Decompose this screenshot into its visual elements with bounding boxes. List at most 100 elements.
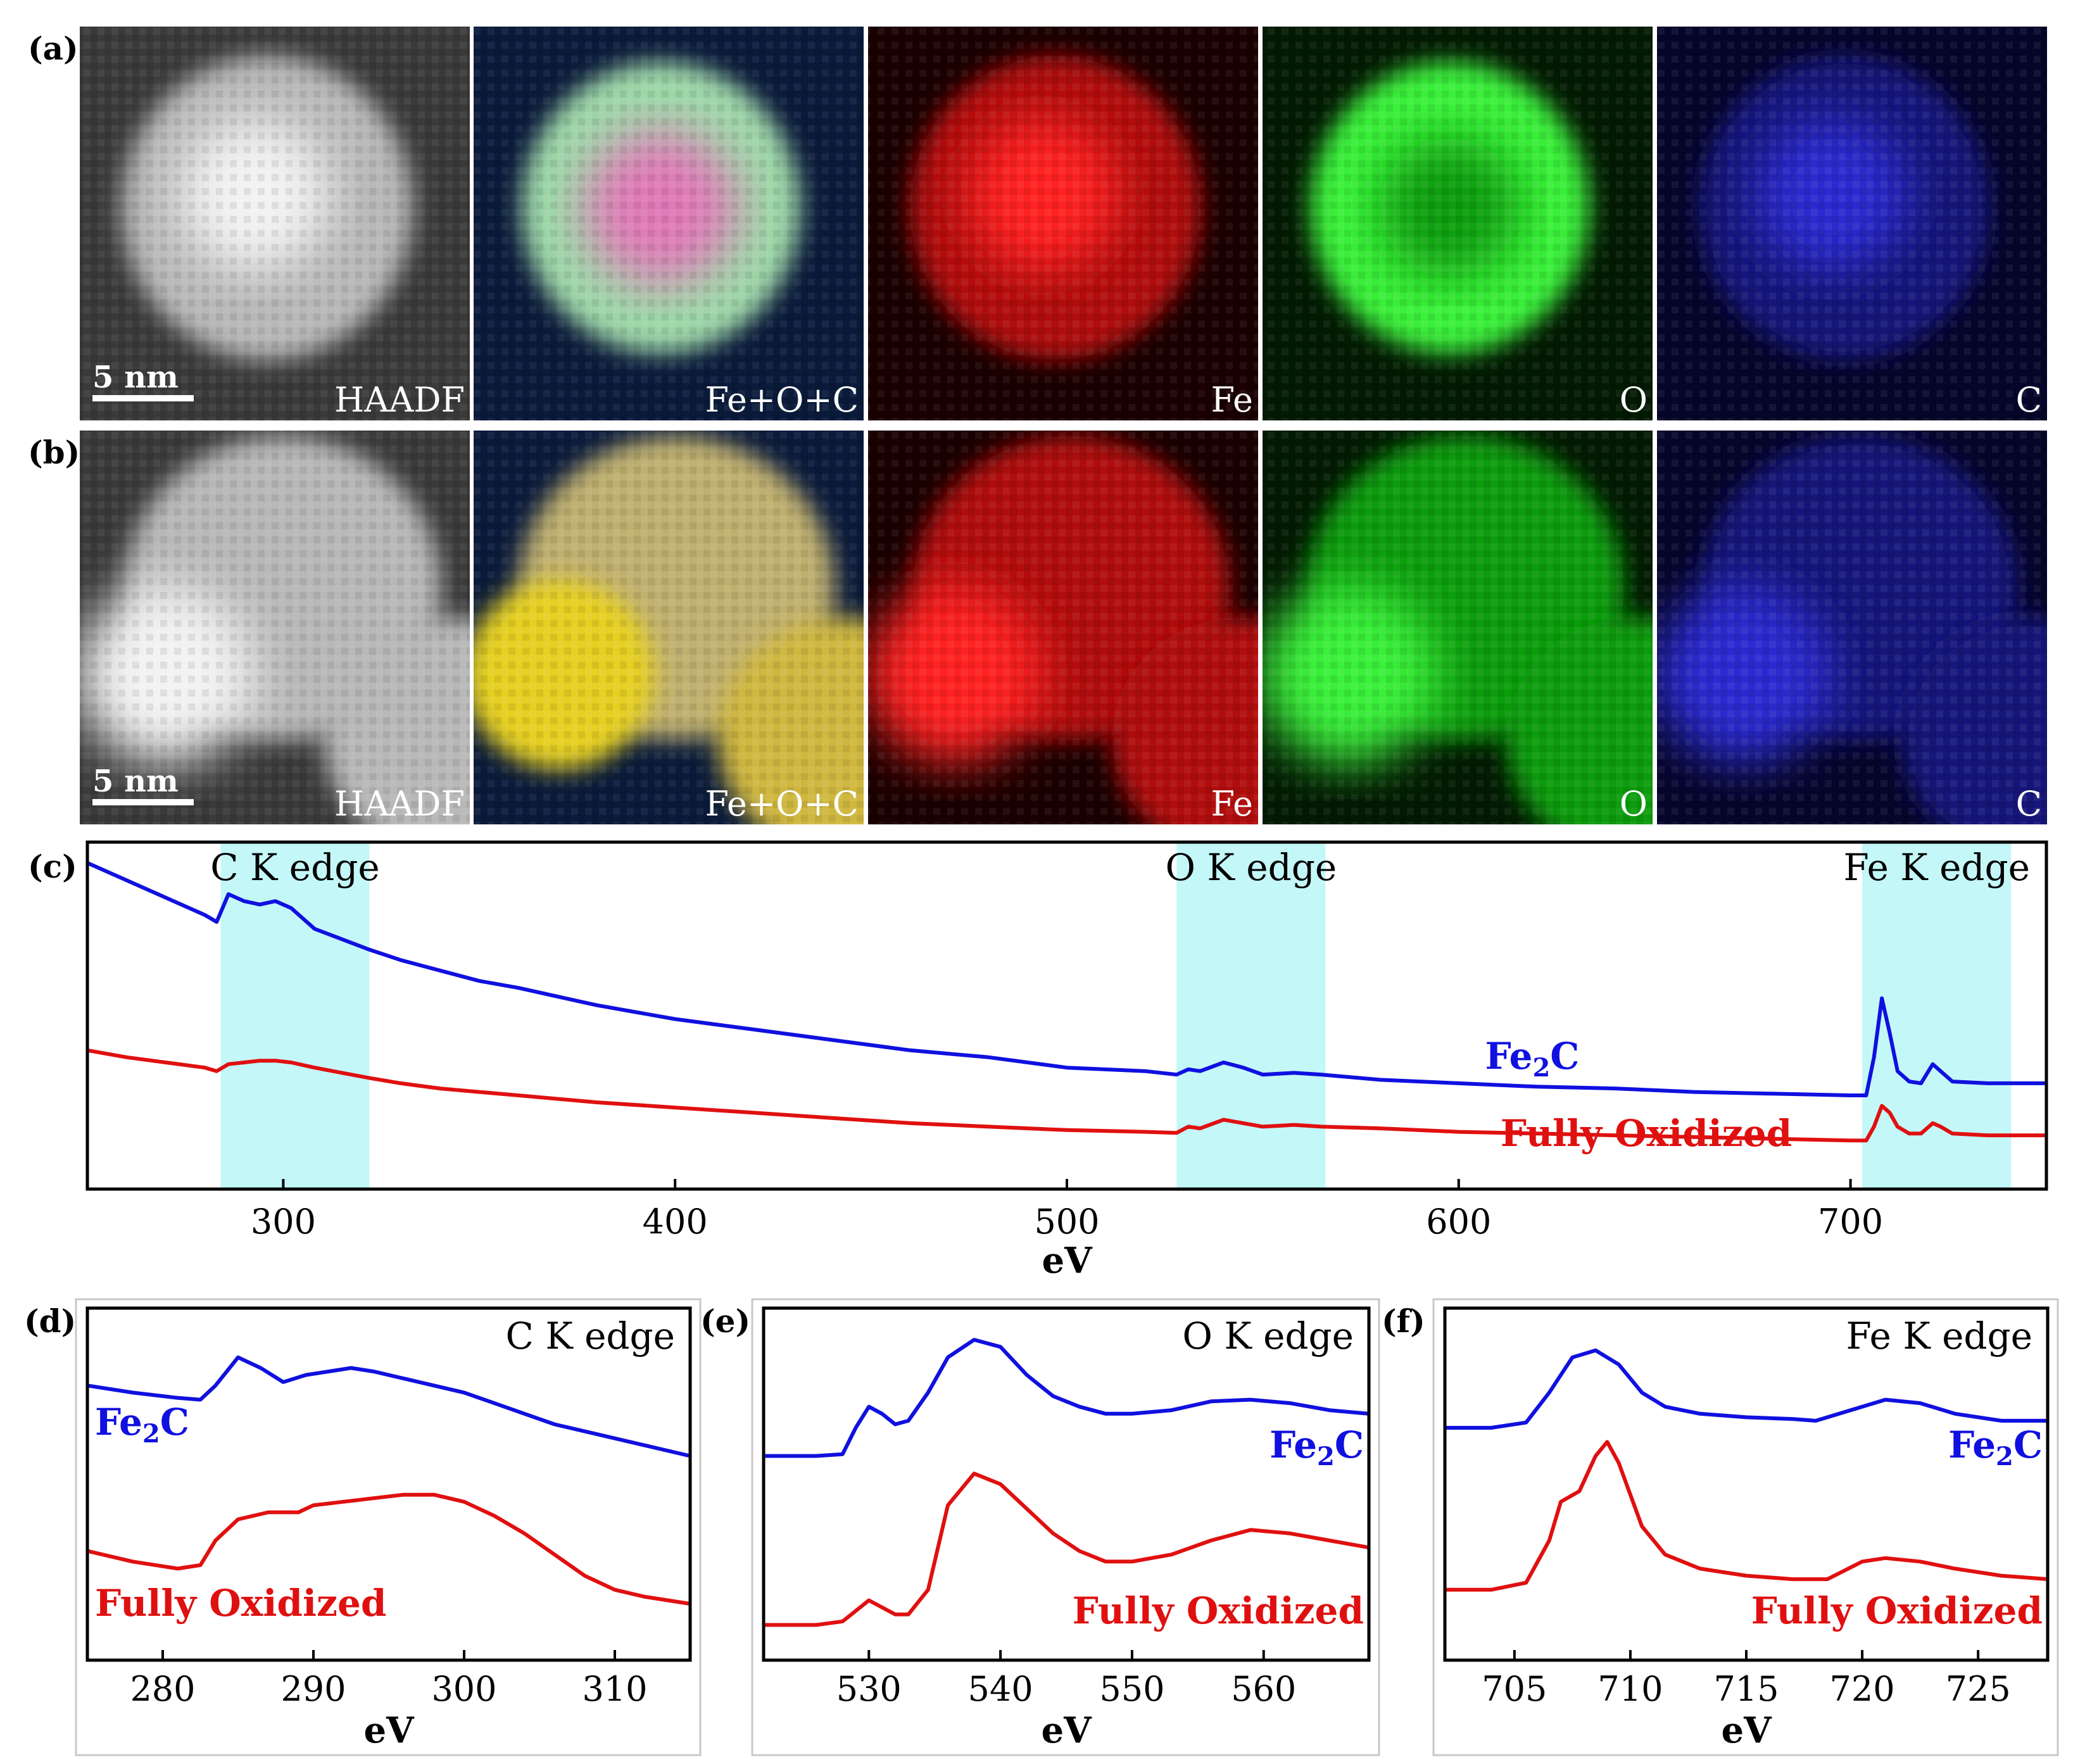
map-label: HAADF xyxy=(334,380,465,420)
label-tail: C xyxy=(160,1401,189,1444)
map-fe-o-c: Fe+O+C xyxy=(474,431,864,824)
map-o: O xyxy=(1263,27,1653,420)
x-tick-label: 720 xyxy=(1830,1669,1895,1709)
map-image xyxy=(80,431,470,824)
map-o: O xyxy=(1263,431,1653,824)
x-tick-label: 300 xyxy=(251,1202,316,1242)
highlight-band xyxy=(1176,842,1326,1189)
map-row-a: (a) HAADF 5 nm Fe+O+C Fe O C xyxy=(28,27,2047,420)
scale-bar-label: 5 nm xyxy=(92,764,179,799)
panel-label: (b) xyxy=(28,434,80,471)
series-line-oxidized xyxy=(87,1492,691,1606)
label-text: Fully Oxidized xyxy=(1501,1112,1792,1155)
map-fe-o-c: Fe+O+C xyxy=(474,27,864,420)
edge-title: C K edge xyxy=(506,1314,676,1358)
pixel-texture xyxy=(1263,431,1653,824)
map-label: O xyxy=(1620,380,1648,420)
map-label: Fe xyxy=(1211,380,1253,420)
x-tick-label: 725 xyxy=(1946,1669,2011,1709)
chart-c: C K edge O K edge Fe K edge 300 400 500 600 700… xyxy=(28,840,2048,1282)
series-line-fe2c xyxy=(1445,1348,2048,1430)
map-image xyxy=(1657,431,2047,824)
chart-f: 705 710 715 720 725 eV (f) Fe K edge Fe2C Fully O… xyxy=(1382,1298,2059,1756)
x-tick-label: 600 xyxy=(1426,1202,1491,1242)
x-axis-title: eV xyxy=(1721,1710,1772,1751)
map-haadf: HAADF 5 nm xyxy=(80,27,470,420)
map-image xyxy=(1657,27,2047,420)
plot-frame xyxy=(85,1306,692,1662)
x-tick-label: 500 xyxy=(1034,1202,1099,1242)
label-fully-oxidized: Fully Oxidized xyxy=(1501,1112,1792,1155)
panel-frame xyxy=(1432,1298,2059,1756)
map-label: Fe+O+C xyxy=(705,380,859,420)
scale-bar xyxy=(92,799,194,805)
x-tick-label: 540 xyxy=(968,1669,1033,1709)
x-tick-label: 715 xyxy=(1713,1669,1779,1709)
panel-label: (d) xyxy=(24,1302,76,1340)
x-tick-label: 400 xyxy=(643,1202,708,1242)
x-axis-title: eV xyxy=(1041,1710,1092,1751)
map-haadf: HAADF 5 nm xyxy=(80,431,470,824)
label-tail: C xyxy=(1335,1423,1364,1466)
edge-label: Fe K edge xyxy=(1843,846,2030,889)
label-text: Fully Oxidized xyxy=(95,1582,386,1625)
label-fe2c: Fe2C xyxy=(1270,1423,1364,1471)
map-label: C xyxy=(2016,784,2042,824)
pixel-texture xyxy=(80,27,470,420)
label-fe2c: Fe2C xyxy=(95,1401,189,1449)
edge-label: C K edge xyxy=(210,846,380,889)
x-axis-title: eV xyxy=(363,1710,415,1751)
panel-label: (a) xyxy=(28,30,79,67)
map-label: Fe+O+C xyxy=(705,784,859,824)
series-line-oxidized xyxy=(1445,1440,2048,1592)
map-fe: Fe xyxy=(868,431,1258,824)
eels-spectra: C K edge O K edge Fe K edge 300 400 500 600 700… xyxy=(24,840,2059,1756)
label-text: Fully Oxidized xyxy=(1751,1589,2043,1632)
map-image xyxy=(1263,27,1653,420)
map-image xyxy=(80,27,470,420)
label-text: Fe xyxy=(1948,1423,1996,1466)
label-text: Fully Oxidized xyxy=(1073,1589,1364,1632)
map-image xyxy=(1263,431,1653,824)
label-fe2c: Fe2C xyxy=(1485,1035,1580,1083)
map-label: C xyxy=(2016,380,2042,420)
x-tick-label: 530 xyxy=(836,1669,902,1709)
x-tick-label: 700 xyxy=(1818,1202,1883,1242)
pixel-texture xyxy=(1657,27,2047,420)
label-text: Fe xyxy=(1485,1035,1533,1078)
elemental-map-grid: (a) HAADF 5 nm Fe+O+C Fe O C (b) HAADF 5 nm Fe+O+C… xyxy=(28,27,2047,824)
map-row-b: (b) HAADF 5 nm Fe+O+C Fe O C xyxy=(28,431,2047,824)
scale-bar xyxy=(92,395,194,401)
edge-title: O K edge xyxy=(1182,1314,1354,1358)
x-tick-label: 705 xyxy=(1482,1669,1547,1709)
x-tick-label: 560 xyxy=(1231,1669,1296,1709)
series-line-oxidized xyxy=(87,1048,2046,1143)
x-tick-label: 280 xyxy=(130,1669,195,1709)
pixel-texture xyxy=(1657,431,2047,824)
label-subscript: 2 xyxy=(1996,1442,2013,1471)
panel-label: (e) xyxy=(700,1302,750,1340)
pixel-texture xyxy=(474,431,864,824)
label-subscript: 2 xyxy=(1532,1053,1550,1083)
series-line-fe2c xyxy=(86,861,2046,1097)
x-tick-label: 550 xyxy=(1099,1669,1164,1709)
chart-d: 280 290 300 310 eV (d) C K edge Fe2C Fully Oxidi… xyxy=(24,1298,702,1756)
panel-frame xyxy=(75,1298,702,1756)
x-tick-label: 300 xyxy=(431,1669,496,1709)
x-tick-label: 310 xyxy=(582,1669,647,1709)
label-fully-oxidized: Fully Oxidized xyxy=(1073,1589,1364,1632)
map-image xyxy=(868,431,1258,824)
map-fe: Fe xyxy=(868,27,1258,420)
pixel-texture xyxy=(868,27,1258,420)
map-label: Fe xyxy=(1211,784,1253,824)
map-image xyxy=(474,27,864,420)
label-fe2c: Fe2C xyxy=(1948,1423,2043,1471)
map-c: C xyxy=(1657,27,2047,420)
series-line-fe2c xyxy=(87,1355,691,1458)
label-fully-oxidized: Fully Oxidized xyxy=(95,1582,386,1625)
edge-label: O K edge xyxy=(1166,846,1337,889)
map-c: C xyxy=(1657,431,2047,824)
map-image xyxy=(474,431,864,824)
x-axis-title: eV xyxy=(1042,1240,1093,1282)
